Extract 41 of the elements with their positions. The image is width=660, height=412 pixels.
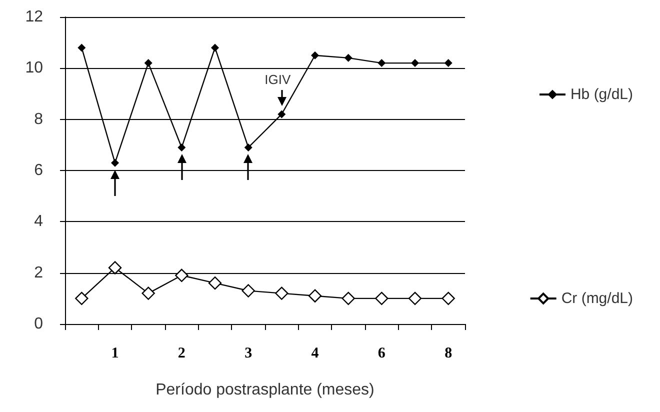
y-tick-label: 0 (34, 316, 44, 332)
point (142, 286, 155, 300)
point (275, 286, 288, 300)
x-tick-label: 1 (111, 346, 119, 362)
x-tick-label: 2 (178, 346, 186, 362)
point (344, 54, 352, 62)
y-tick-label: 6 (34, 162, 44, 179)
x-tick-label: 4 (311, 346, 320, 362)
point (111, 158, 119, 167)
x-tick-label: 3 (244, 346, 252, 362)
point (278, 110, 286, 118)
y-tick-label: 8 (34, 110, 44, 128)
point (308, 289, 322, 302)
point (408, 292, 422, 306)
point (144, 59, 152, 68)
point (378, 59, 386, 68)
point (444, 59, 452, 68)
legend-label: Hb (g/dL) (570, 86, 634, 103)
legend-label: Cr (mg/dL) (561, 290, 634, 307)
point (342, 292, 355, 306)
point (178, 143, 186, 152)
y-tick-label: 4 (34, 213, 44, 230)
point (208, 276, 222, 290)
point (242, 284, 255, 298)
annotation: IGIV (264, 72, 291, 88)
point (108, 261, 122, 274)
point (442, 292, 455, 306)
x-tick-label: 8 (444, 346, 452, 362)
point (244, 143, 252, 152)
point (411, 59, 419, 68)
point (175, 268, 188, 282)
y-tick-label: 12 (25, 8, 44, 26)
point (78, 44, 86, 52)
y-tick-label: 2 (34, 264, 44, 282)
point (311, 51, 319, 60)
x-axis-title: Período postrasplante (meses) (156, 382, 374, 398)
point (211, 44, 219, 52)
x-tick-label: 6 (378, 346, 386, 362)
point (375, 292, 388, 306)
point (75, 292, 88, 306)
y-tick-label: 10 (25, 60, 44, 77)
